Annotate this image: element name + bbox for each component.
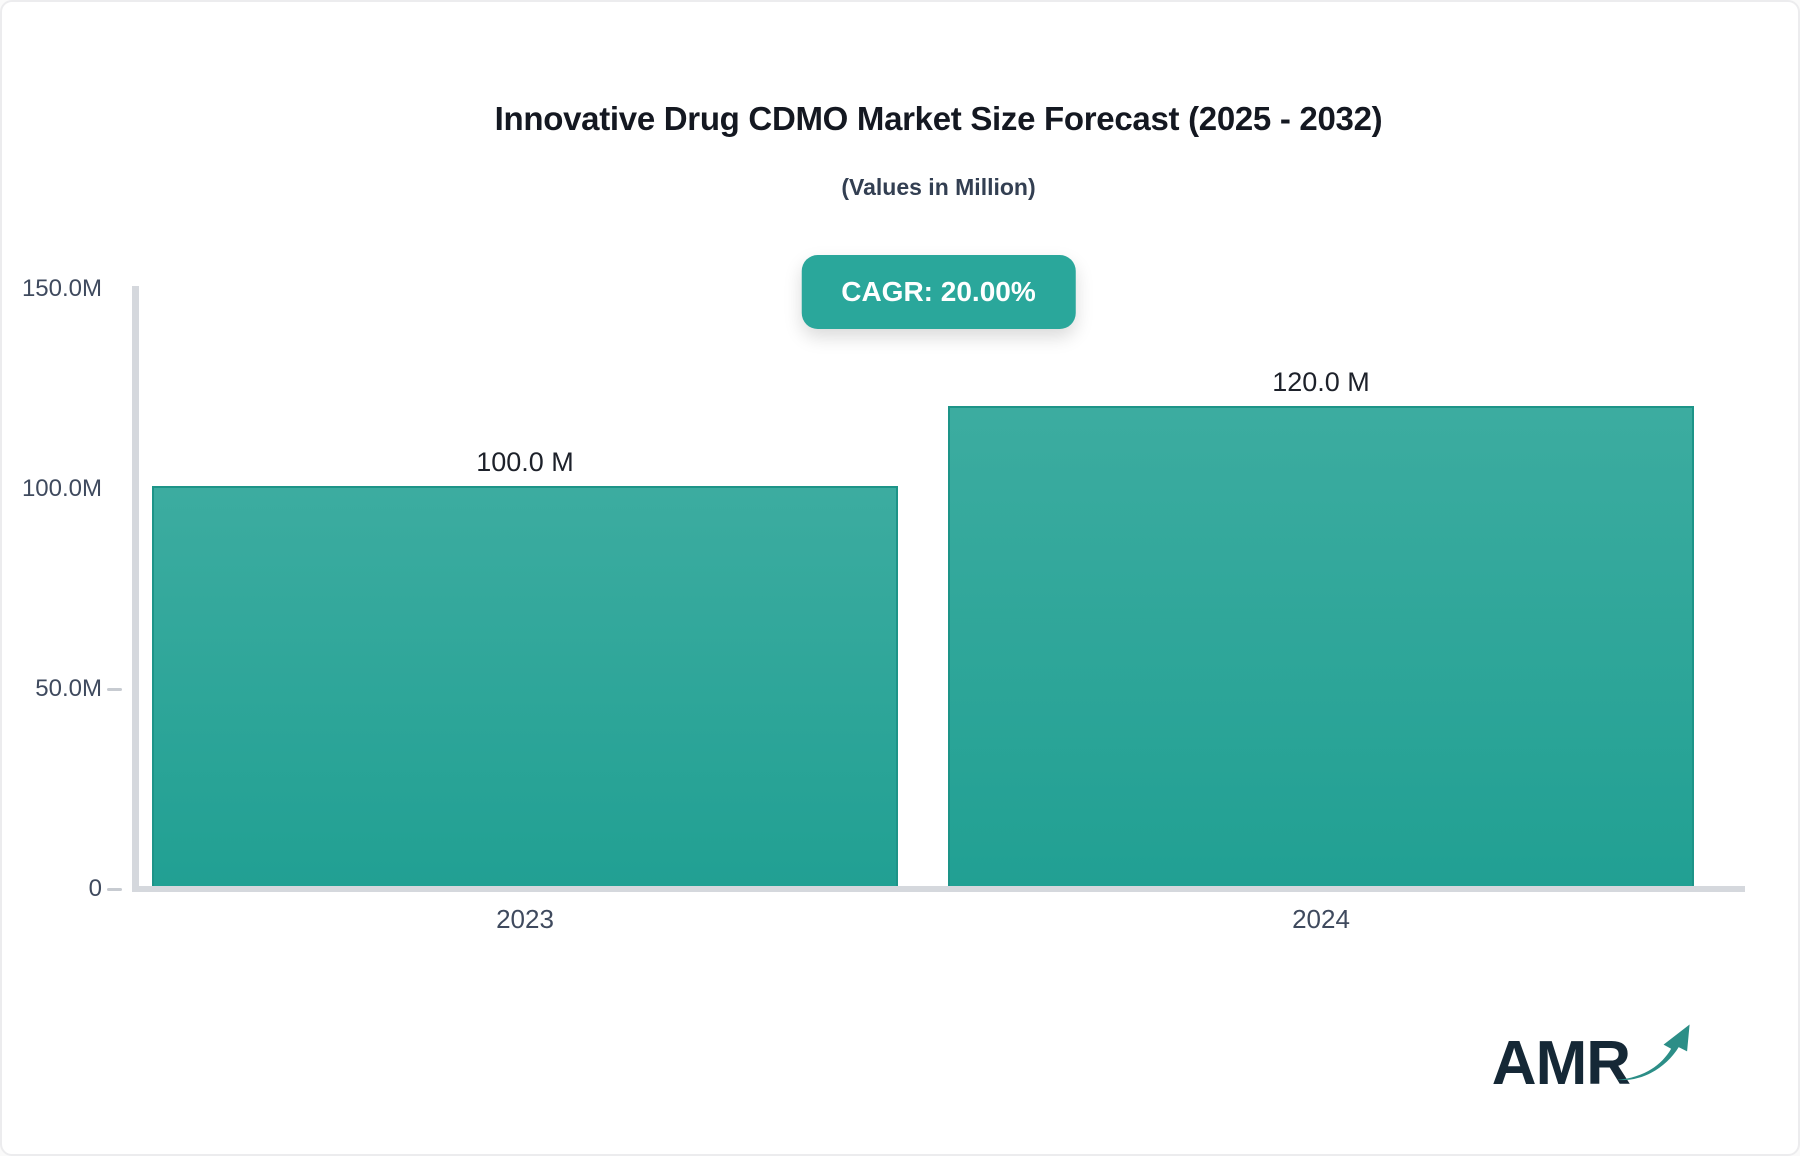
bar-value-label: 100.0 M [476, 447, 574, 477]
x-axis-baseline [132, 886, 1745, 892]
y-axis-tick-mark [107, 888, 122, 891]
amr-logo: AMR [1491, 1023, 1698, 1104]
x-axis-label-2023: 2023 [496, 904, 554, 934]
amr-logo-text: AMR [1491, 1029, 1631, 1098]
bar-value-label: 120.0 M [1272, 367, 1370, 397]
y-axis-tick-mark [107, 688, 122, 691]
bar-2023[interactable] [152, 486, 898, 886]
chart-subtitle: (Values in Million) [841, 174, 1036, 200]
chart-title: Innovative Drug CDMO Market Size Forecas… [494, 100, 1383, 137]
y-axis-tick-label: 100.0M [21, 475, 102, 502]
y-axis-tick-label: 0 [88, 875, 102, 902]
y-axis-tick-label: 50.0M [35, 675, 102, 702]
y-axis-tick-label: 150.0M [21, 275, 102, 302]
bar-2024[interactable] [948, 406, 1694, 886]
cagr-badge: CAGR: 20.00% [801, 255, 1076, 329]
trend-up-arrow-icon [1614, 1015, 1698, 1096]
x-axis-label-2024: 2024 [1292, 904, 1350, 934]
y-axis-line [132, 286, 139, 892]
